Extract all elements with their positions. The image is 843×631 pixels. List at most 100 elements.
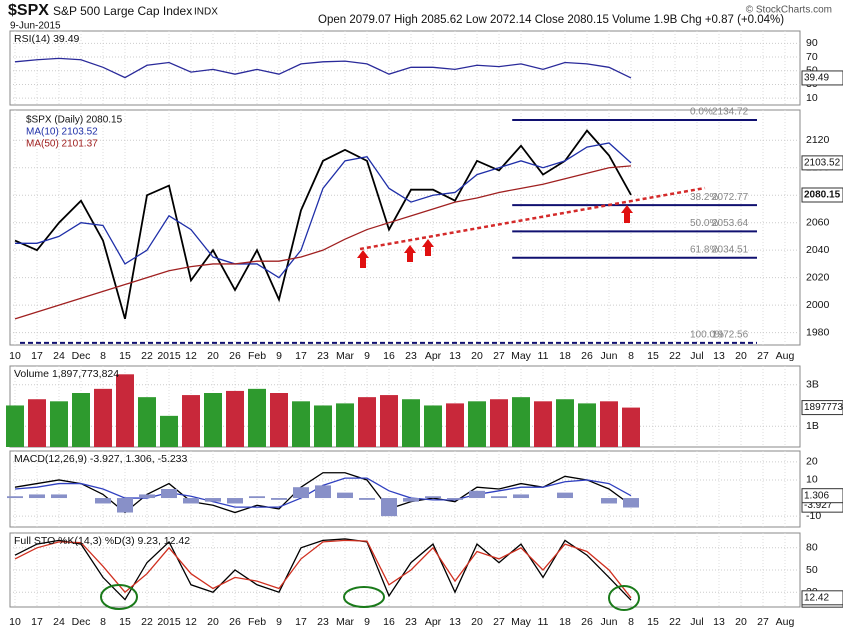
panel-title: Full STO %K(14,3) %D(3) 9.23, 12.42 — [14, 535, 190, 547]
volume-bar — [490, 399, 508, 447]
volume-bar — [226, 390, 244, 447]
panel — [9, 450, 801, 528]
volume-bar — [578, 403, 596, 447]
value-box — [801, 590, 843, 606]
histogram-bar — [183, 498, 199, 504]
y-tick-label: 1980 — [806, 326, 830, 338]
x-tick-label: 18 — [559, 350, 571, 362]
x-tick-label: 8 — [100, 616, 106, 628]
legend-entry: $SPX (Daily) 2080.15 — [26, 115, 123, 126]
volume-bar — [534, 401, 552, 447]
histogram-bar — [293, 487, 309, 499]
y-tick-label: 1B — [806, 420, 819, 432]
x-tick-label: 15 — [119, 616, 131, 628]
x-tick-label: 16 — [383, 350, 395, 362]
arrow — [422, 239, 434, 256]
volume-bar — [402, 399, 420, 447]
x-tick-label: 20 — [207, 616, 219, 628]
x-tick-label: 27 — [493, 350, 505, 362]
series-line — [15, 142, 632, 279]
series-line — [14, 539, 632, 599]
x-tick-label: Mar — [336, 350, 355, 362]
x-tick-label: 11 — [538, 350, 549, 362]
x-tick-label: 8 — [628, 616, 634, 628]
x-tick-label: 15 — [647, 350, 659, 362]
x-tick-label: Feb — [248, 350, 266, 362]
value-box-label: 2103.52 — [804, 158, 841, 169]
fib-value: 1972.56 — [712, 329, 749, 340]
x-tick-label: 23 — [405, 616, 417, 628]
value-box-label: 12.42 — [804, 592, 829, 603]
x-tick-label: 22 — [669, 616, 681, 628]
arrow — [357, 250, 369, 268]
fib-value: 2072.77 — [712, 192, 749, 203]
volume-bar — [50, 401, 68, 447]
value-box-label: 39.49 — [804, 73, 829, 84]
volume-bar — [94, 388, 112, 447]
x-tick-label: 26 — [229, 616, 241, 628]
x-tick-label: May — [511, 616, 532, 628]
histogram-bar — [513, 494, 529, 499]
panel — [9, 532, 801, 608]
x-tick-label: 15 — [119, 350, 131, 362]
volume-bar — [556, 399, 574, 447]
volume-bar — [424, 405, 442, 447]
histogram-bar — [447, 498, 463, 500]
histogram-bar — [337, 492, 353, 499]
histogram-bar — [403, 498, 419, 502]
volume-bar — [468, 401, 486, 447]
x-tick-label: 2015 — [157, 350, 181, 362]
fib-value: 2134.72 — [712, 107, 749, 118]
series-line — [14, 129, 632, 320]
histogram-bar — [469, 490, 485, 499]
x-tick-label: 11 — [538, 616, 549, 628]
value-box-label: 2080.15 — [804, 190, 841, 201]
quote: Open 2079.07 High 2085.62 Low 2072.14 Cl… — [318, 14, 784, 26]
histogram-bar — [29, 494, 45, 499]
panel-title: MACD(12,26,9) -3.927, 1.306, -5.233 — [14, 453, 188, 465]
volume-bar — [204, 393, 222, 447]
volume-bar — [28, 399, 46, 447]
arrow — [404, 245, 416, 262]
x-tick-label: 10 — [9, 350, 21, 362]
histogram-bar — [601, 498, 617, 504]
fib-label: 50.0% — [690, 218, 718, 229]
value-box-label: 1897773 — [804, 402, 843, 413]
x-tick-label: 24 — [53, 350, 65, 362]
volume-bar — [116, 374, 134, 447]
x-tick-label: 13 — [713, 616, 725, 628]
x-tick-label: 20 — [471, 616, 483, 628]
x-tick-label: Feb — [248, 616, 266, 628]
histogram-bar — [271, 498, 287, 500]
x-tick-label: 2015 — [157, 616, 181, 628]
y-tick-label: 2020 — [806, 271, 830, 283]
annotations — [100, 186, 706, 611]
value-box — [801, 70, 843, 86]
brand: © StockCharts.com — [746, 5, 832, 16]
x-tick-label: 8 — [628, 350, 634, 362]
volume-bar — [512, 397, 530, 447]
y-tick-label: 90 — [806, 37, 818, 49]
x-tick-label: 20 — [471, 350, 483, 362]
x-tick-label: Jun — [601, 350, 618, 362]
histogram-bar — [491, 496, 507, 499]
histogram-bar — [249, 496, 265, 499]
value-box — [801, 187, 843, 203]
circle — [343, 586, 385, 608]
legend-entry: MA(10) 2103.52 — [26, 127, 98, 138]
legend-entry: MA(50) 2101.37 — [26, 139, 98, 150]
x-tick-label: 18 — [559, 616, 571, 628]
x-tick-label: 9 — [364, 616, 370, 628]
x-tick-label: 16 — [383, 616, 395, 628]
x-tick-label: 24 — [53, 616, 65, 628]
volume-bar — [248, 388, 266, 447]
x-tick-label: 20 — [207, 350, 219, 362]
x-tick-label: Jun — [601, 616, 618, 628]
histogram-bar — [161, 489, 177, 499]
x-tick-label: 26 — [581, 350, 593, 362]
x-tick-label: 17 — [295, 350, 307, 362]
x-tick-label: May — [511, 350, 532, 362]
panel — [9, 109, 801, 346]
x-tick-label: 22 — [141, 350, 153, 362]
x-tick-label: 17 — [31, 616, 43, 628]
